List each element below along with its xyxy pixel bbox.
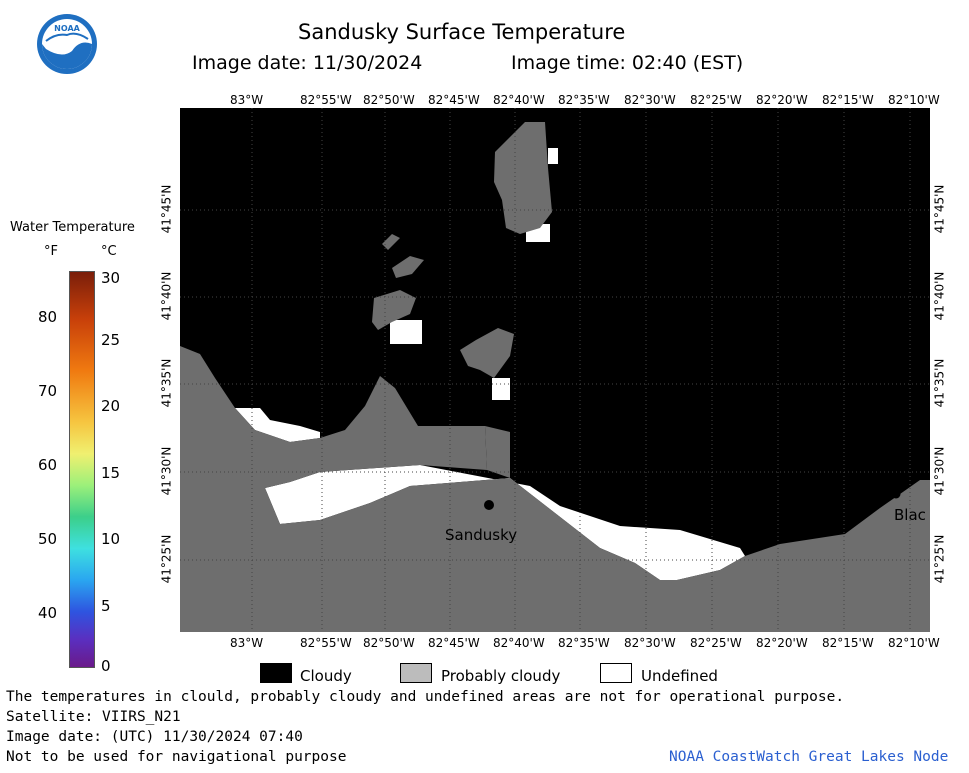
lon-label-top: 82°50'W	[363, 93, 415, 107]
island-kelleys	[494, 122, 552, 234]
lat-label-right: 41°25'N	[932, 534, 947, 584]
lat-label-left: 41°40'N	[159, 271, 174, 321]
undefined-block-3	[548, 148, 558, 164]
island-middle-bass	[392, 256, 424, 278]
map-canvas: Sandusky Blac	[180, 108, 930, 632]
image-time: Image time: 02:40 (EST)	[511, 52, 744, 74]
sandusky-marker	[484, 500, 494, 510]
lon-label-bottom: 82°30'W	[624, 636, 676, 650]
fahrenheit-tick: 60	[38, 456, 58, 474]
celsius-tick: 15	[101, 464, 121, 482]
undefined-patch	[235, 408, 320, 442]
lon-label-top: 82°45'W	[428, 93, 480, 107]
credit-text: NOAA CoastWatch Great Lakes Node	[669, 749, 949, 765]
noaa-logo-icon	[37, 14, 97, 74]
navigation-warning: Not to be used for navigational purpose	[6, 749, 347, 765]
lon-label-bottom: 82°45'W	[428, 636, 480, 650]
lon-label-top: 82°30'W	[624, 93, 676, 107]
celsius-tick: 5	[101, 597, 111, 615]
page-title: Sandusky Surface Temperature	[298, 20, 626, 44]
celsius-tick: 10	[101, 530, 121, 548]
unit-celsius: °C	[101, 244, 117, 259]
island-rattlesnake	[460, 328, 514, 378]
celsius-tick: 30	[101, 269, 121, 287]
celsius-tick: 0	[101, 657, 111, 675]
marblehead-label: Blac	[894, 506, 926, 524]
sandusky-label: Sandusky	[445, 526, 517, 544]
logo-text: NOAA	[54, 24, 80, 33]
colorbar-title: Water Temperature	[10, 220, 135, 235]
undefined-block-1	[390, 320, 422, 344]
legend-probably-cloudy-label: Probably cloudy	[441, 667, 561, 685]
unit-fahrenheit: °F	[44, 244, 58, 259]
lon-label-top: 82°10'W	[888, 93, 940, 107]
noaa-logo: NOAA	[36, 13, 98, 75]
lat-label-left: 41°30'N	[159, 446, 174, 496]
legend-undefined-swatch	[600, 663, 632, 683]
lon-label-bottom: 82°50'W	[363, 636, 415, 650]
map-frame: Sandusky Blac	[180, 108, 930, 632]
fahrenheit-tick: 80	[38, 308, 58, 326]
fahrenheit-tick: 70	[38, 382, 58, 400]
disclaimer-text: The temperatures in clould, probably clo…	[6, 689, 845, 705]
lon-label-bottom: 82°20'W	[756, 636, 808, 650]
lat-label-right: 41°40'N	[932, 271, 947, 321]
legend-cloudy-label: Cloudy	[300, 667, 352, 685]
legend-probably-cloudy-swatch	[400, 663, 432, 683]
marblehead-marker	[891, 489, 901, 499]
lat-label-right: 41°30'N	[932, 446, 947, 496]
fahrenheit-tick: 50	[38, 530, 58, 548]
graticule	[180, 108, 930, 632]
lon-label-top: 82°15'W	[822, 93, 874, 107]
image-date: Image date: 11/30/2024	[192, 52, 423, 74]
lon-label-top: 82°20'W	[756, 93, 808, 107]
lon-label-bottom: 82°10'W	[888, 636, 940, 650]
utc-date-text: Image date: (UTC) 11/30/2024 07:40	[6, 729, 303, 745]
land-marblehead	[485, 426, 510, 478]
island-north	[382, 234, 400, 250]
lat-label-left: 41°45'N	[159, 184, 174, 234]
legend-undefined-label: Undefined	[641, 667, 718, 685]
lat-label-left: 41°35'N	[159, 358, 174, 408]
celsius-tick: 25	[101, 331, 121, 349]
celsius-tick: 20	[101, 397, 121, 415]
island-south-bass	[372, 290, 416, 330]
lon-label-bottom: 82°15'W	[822, 636, 874, 650]
lon-label-top: 82°35'W	[558, 93, 610, 107]
lon-label-bottom: 82°25'W	[690, 636, 742, 650]
colorbar-gradient	[69, 271, 95, 668]
lat-label-right: 41°35'N	[932, 358, 947, 408]
lon-label-bottom: 82°40'W	[493, 636, 545, 650]
lon-label-bottom: 83°W	[230, 636, 264, 650]
fahrenheit-tick: 40	[38, 604, 58, 622]
undefined-block-2	[492, 378, 510, 400]
lon-label-top: 82°25'W	[690, 93, 742, 107]
land-south-shore	[180, 346, 930, 632]
legend-cloudy-swatch	[260, 663, 292, 683]
lat-label-right: 41°45'N	[932, 184, 947, 234]
lat-label-left: 41°25'N	[159, 534, 174, 584]
undefined-area	[265, 465, 745, 580]
lon-label-top: 83°W	[230, 93, 264, 107]
lon-label-bottom: 82°55'W	[300, 636, 352, 650]
lon-label-top: 82°55'W	[300, 93, 352, 107]
lon-label-bottom: 82°35'W	[558, 636, 610, 650]
satellite-text: Satellite: VIIRS_N21	[6, 709, 181, 725]
lon-label-top: 82°40'W	[493, 93, 545, 107]
